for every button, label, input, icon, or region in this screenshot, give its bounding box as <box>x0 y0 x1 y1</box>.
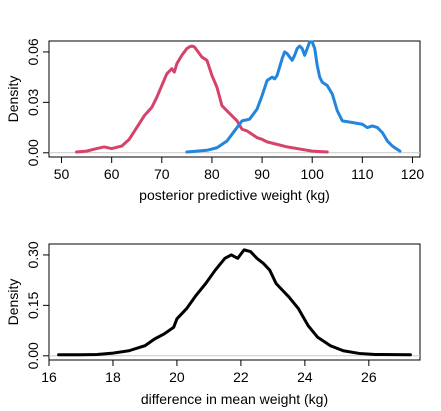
density-panel-difference-in-mean: 16 18 20 22 24 26 0.00 0.15 0.30 difference in … <box>5 241 421 407</box>
x-tick-label: 60 <box>104 166 120 182</box>
density-panel-posterior-predictive: 50 60 70 80 90 100 110 120 0.00 0.03 0.06 posteri… <box>5 38 424 203</box>
x-tick-label: 110 <box>351 166 374 182</box>
x-tick-label: 70 <box>154 166 170 182</box>
density-line-1 <box>57 248 412 357</box>
x-axis: 50 60 70 80 90 100 110 120 <box>54 157 425 182</box>
x-tick-label: 80 <box>204 166 220 182</box>
y-tick-label: 0.30 <box>25 241 41 268</box>
x-tick-label: 22 <box>233 369 249 385</box>
y-tick-label: 0.00 <box>25 342 41 369</box>
plot-frame <box>48 40 421 158</box>
x-tick-label: 90 <box>254 166 270 182</box>
y-axis-label: Density <box>5 279 21 326</box>
x-axis: 16 18 20 22 24 26 <box>41 360 377 385</box>
density-line-2 <box>185 40 402 154</box>
x-tick-label: 120 <box>401 166 425 182</box>
x-tick-label: 100 <box>301 166 325 182</box>
series-layer <box>57 248 412 357</box>
y-axis: 0.00 0.15 0.30 <box>25 241 49 369</box>
y-tick-label: 0.15 <box>25 292 41 319</box>
series-layer <box>75 40 402 154</box>
x-tick-label: 26 <box>361 369 377 385</box>
x-axis-label: posterior predictive weight (kg) <box>139 187 330 203</box>
x-axis-label: difference in mean weight (kg) <box>141 391 328 407</box>
y-axis-label: Density <box>5 76 21 123</box>
y-tick-label: 0.03 <box>25 89 41 116</box>
x-tick-label: 24 <box>297 369 313 385</box>
y-axis: 0.00 0.03 0.06 <box>25 38 49 166</box>
x-tick-label: 50 <box>54 166 70 182</box>
plot-frame <box>48 243 421 361</box>
x-tick-label: 16 <box>41 369 57 385</box>
x-tick-label: 18 <box>105 369 121 385</box>
density-line-1 <box>75 44 329 154</box>
x-tick-label: 20 <box>169 369 185 385</box>
y-tick-label: 0.00 <box>25 139 41 166</box>
y-tick-label: 0.06 <box>25 38 41 65</box>
